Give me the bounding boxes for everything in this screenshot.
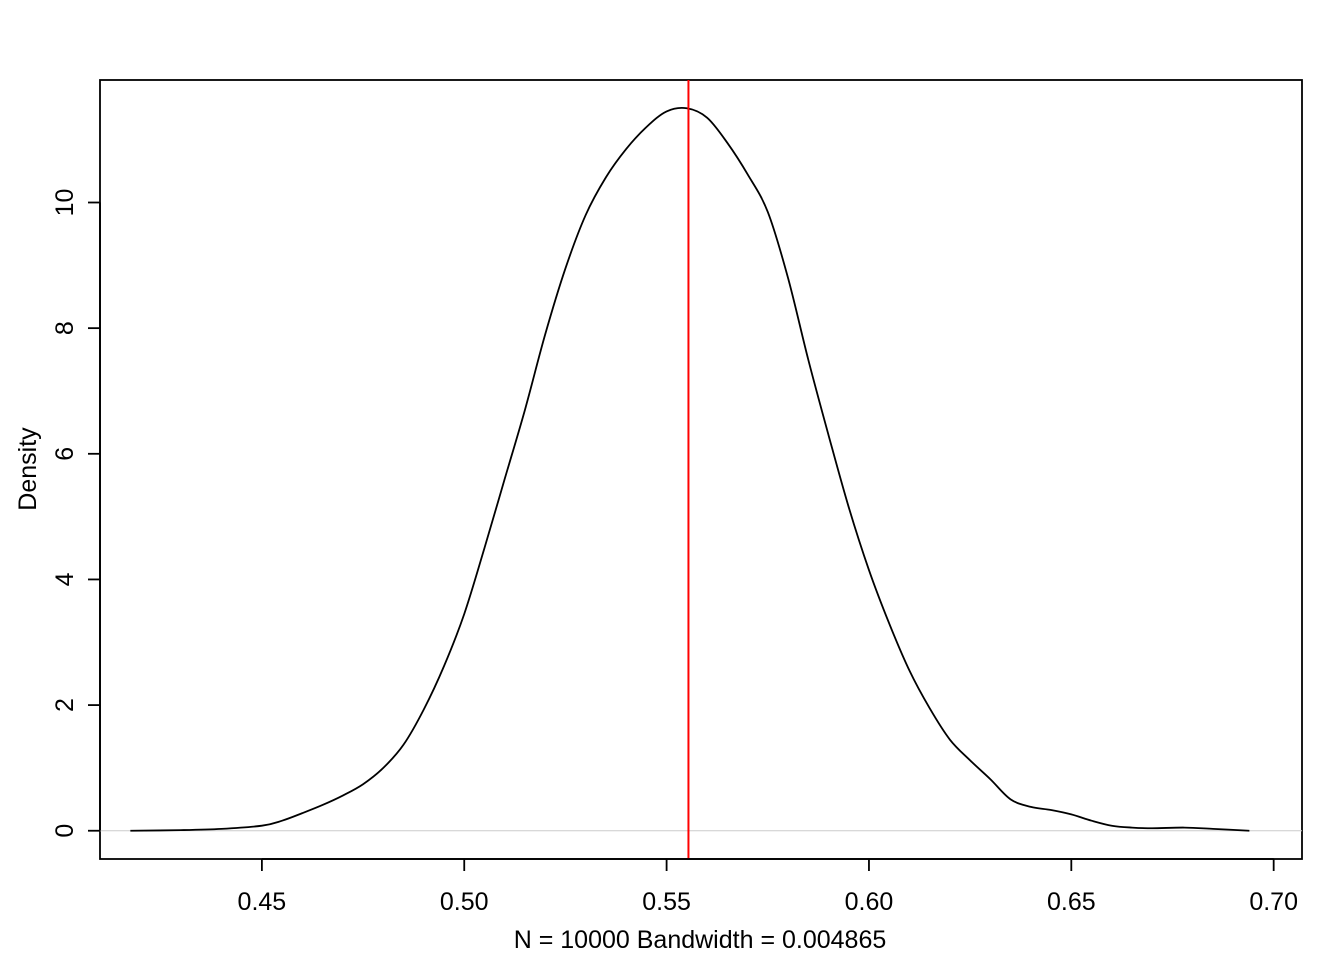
y-axis-title: Density [14, 427, 42, 511]
y-tick-label: 0 [51, 824, 79, 838]
x-tick-label: 0.60 [845, 888, 894, 916]
x-tick-label: 0.55 [642, 888, 691, 916]
y-axis: 0 2 4 6 8 10 [51, 189, 101, 838]
y-tick-label: 10 [51, 189, 79, 217]
x-tick-label: 0.65 [1047, 888, 1096, 916]
plot-frame [99, 79, 1303, 860]
x-axis-title: N = 10000 Bandwidth = 0.004865 [514, 926, 887, 954]
x-tick-label: 0.50 [440, 888, 489, 916]
density-curve [130, 106, 1250, 832]
y-tick-label: 4 [51, 572, 79, 586]
x-tick-label: 0.45 [238, 888, 287, 916]
x-tick-label: 0.70 [1249, 888, 1298, 916]
y-tick-label: 2 [51, 698, 79, 712]
y-tick-label: 8 [51, 321, 79, 335]
y-tick-label: 6 [51, 447, 79, 461]
x-axis: 0.45 0.50 0.55 0.60 0.65 0.70 [238, 858, 1298, 916]
